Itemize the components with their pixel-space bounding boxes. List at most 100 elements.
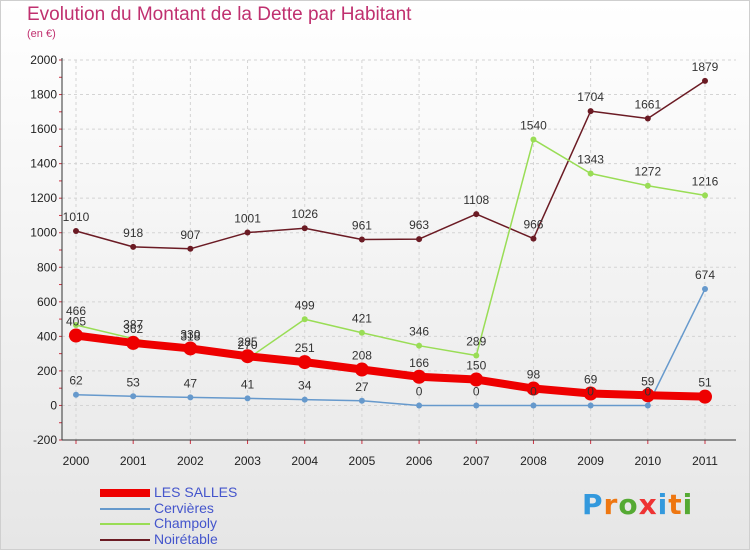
data-label: 0 — [587, 384, 594, 398]
data-point-cervieres — [702, 286, 708, 293]
legend-label: Champoly — [154, 515, 218, 531]
chart-title: Evolution du Montant de la Dette par Hab… — [27, 4, 412, 25]
data-point-les-salles — [526, 381, 541, 396]
data-label: 1343 — [577, 152, 604, 166]
axes: -200020040060080010001200140016001800200… — [30, 53, 736, 468]
data-point-cervieres — [587, 402, 594, 409]
data-label: 405 — [66, 315, 86, 329]
data-label: 907 — [180, 228, 200, 242]
data-point-les-salles — [69, 328, 83, 343]
data-point-cervieres — [473, 402, 480, 409]
data-label: 251 — [295, 341, 315, 355]
y-tick-label: 1600 — [30, 122, 57, 136]
series-line-les-salles — [75, 331, 706, 401]
x-tick-label: 2000 — [63, 454, 90, 468]
data-point-cervieres — [130, 393, 137, 400]
data-label: 961 — [352, 218, 372, 232]
data-point-champoly — [587, 170, 594, 177]
logo-letter: P — [582, 488, 604, 521]
data-point-noiretable — [644, 115, 651, 122]
data-point-noiretable — [473, 211, 480, 218]
y-tick-label: 200 — [37, 364, 57, 378]
data-label: 346 — [409, 325, 429, 339]
data-label: 1001 — [234, 212, 261, 226]
series-lines — [69, 77, 712, 409]
data-point-cervieres — [301, 396, 308, 403]
y-tick-label: 800 — [37, 260, 57, 274]
series-line-noiretable — [75, 80, 706, 250]
data-label: 966 — [523, 218, 543, 232]
logo-letter: r — [603, 488, 619, 521]
data-label: 1879 — [692, 60, 719, 74]
data-point-les-salles — [183, 341, 198, 356]
data-label: 47 — [184, 376, 198, 390]
data-label: 1108 — [463, 193, 489, 207]
data-point-champoly — [702, 192, 708, 199]
legend-swatch — [100, 489, 150, 497]
data-point-noiretable — [187, 245, 194, 252]
x-tick-label: 2006 — [406, 454, 433, 468]
data-label: 208 — [352, 349, 372, 363]
data-label: 34 — [298, 379, 312, 393]
y-tick-label: -200 — [33, 433, 57, 447]
data-label: 53 — [127, 375, 141, 389]
proxiti-logo: Proxiti — [582, 488, 693, 521]
data-point-noiretable — [416, 236, 423, 243]
data-point-cervieres — [358, 397, 365, 404]
data-label: 963 — [409, 218, 429, 232]
data-label: 166 — [409, 356, 429, 370]
y-tick-label: 1400 — [30, 157, 57, 171]
data-point-cervieres — [187, 394, 194, 401]
data-point-les-salles — [640, 388, 655, 403]
legend-label: Noirétable — [154, 530, 218, 547]
x-tick-label: 2003 — [234, 454, 261, 468]
data-point-les-salles — [240, 349, 255, 364]
data-point-les-salles — [698, 389, 712, 404]
data-label: 0 — [644, 384, 651, 398]
data-point-champoly — [416, 342, 423, 349]
data-label: 318 — [180, 330, 200, 344]
y-tick-label: 1800 — [30, 88, 57, 102]
logo-letter: o — [618, 488, 639, 521]
data-point-champoly — [530, 136, 537, 143]
y-tick-label: 400 — [37, 329, 57, 343]
data-label: 27 — [355, 380, 369, 394]
data-label: 466 — [66, 304, 86, 318]
data-label: 1661 — [634, 98, 661, 112]
y-tick-label: 1200 — [30, 191, 57, 205]
legend-label: Cervières — [154, 499, 214, 516]
legend-swatch — [100, 507, 150, 510]
legend-swatch — [100, 523, 150, 525]
x-tick-label: 2008 — [520, 454, 547, 468]
data-point-cervieres — [530, 402, 537, 409]
data-label: 387 — [123, 318, 143, 332]
data-label: 1026 — [291, 207, 318, 221]
x-tick-label: 2011 — [692, 454, 718, 468]
data-point-champoly — [358, 329, 365, 336]
y-tick-label: 2000 — [30, 53, 57, 67]
data-point-noiretable — [358, 236, 365, 243]
x-tick-label: 2004 — [291, 454, 318, 468]
data-point-champoly — [644, 182, 651, 189]
data-label: 330 — [180, 327, 200, 341]
data-point-noiretable — [530, 235, 537, 242]
data-point-les-salles — [469, 372, 484, 387]
data-point-les-salles — [583, 386, 598, 401]
data-label: 1216 — [692, 174, 719, 188]
data-label: 1010 — [63, 210, 90, 224]
data-point-les-salles — [412, 369, 427, 384]
data-label: 62 — [69, 374, 83, 388]
legend-swatch — [100, 538, 150, 541]
x-tick-label: 2005 — [349, 454, 376, 468]
data-label: 59 — [641, 374, 655, 388]
data-point-noiretable — [130, 243, 137, 250]
data-point-cervieres — [73, 391, 79, 398]
data-point-noiretable — [702, 77, 708, 84]
data-point-cervieres — [644, 402, 651, 409]
data-label: 0 — [416, 384, 423, 398]
logo-letter: t — [668, 488, 683, 521]
data-point-noiretable — [301, 225, 308, 232]
x-tick-label: 2001 — [120, 454, 147, 468]
